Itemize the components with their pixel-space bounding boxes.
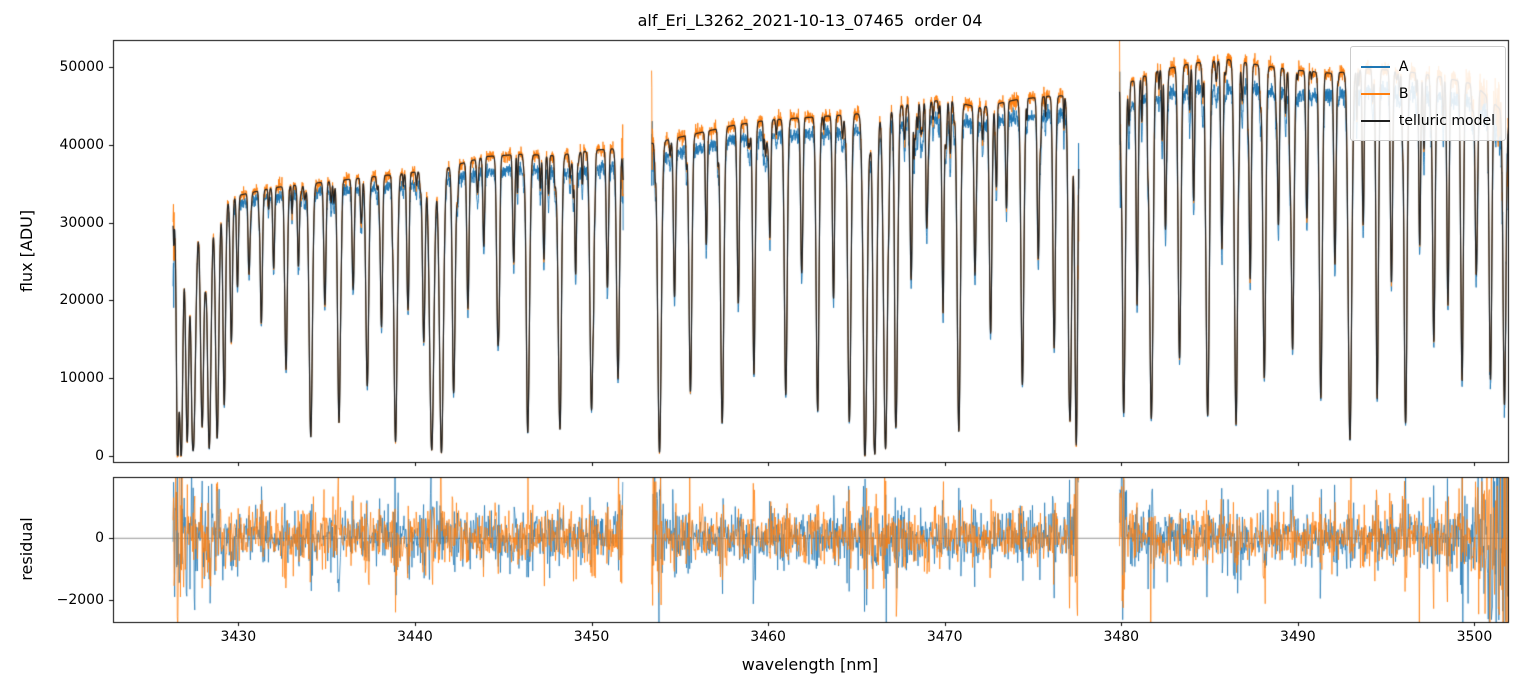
x-tick-label: 3440: [397, 629, 433, 645]
legend-label-a: A: [1398, 58, 1409, 75]
x-tick-label: 3500: [1456, 629, 1493, 645]
y-tick-label: 0: [95, 447, 104, 464]
y-tick-label: −2000: [56, 592, 104, 609]
legend: A B telluric model: [1349, 46, 1506, 141]
legend-item-a: A: [1360, 53, 1495, 80]
x-tick-label: 3490: [1280, 629, 1316, 645]
x-tick-label: 3430: [220, 629, 257, 645]
legend-swatch-a: [1360, 65, 1390, 68]
legend-item-b: B: [1360, 80, 1495, 107]
x-tick-label: 3450: [573, 629, 610, 645]
wavelength-axis-label: wavelength [nm]: [741, 655, 879, 674]
plot-title: alf_Eri_L3262_2021-10-13_07465 order 04: [637, 11, 983, 30]
x-tick-label: 3470: [926, 629, 963, 645]
y-tick-label: 10000: [59, 370, 104, 387]
legend-label-telluric-model: telluric model: [1398, 112, 1495, 129]
y-tick-label: 30000: [59, 214, 104, 231]
y-tick-label: 50000: [59, 59, 104, 76]
legend-item-telluric-model: telluric model: [1360, 107, 1495, 134]
legend-label-b: B: [1398, 85, 1409, 102]
y-tick-label: 0: [95, 529, 104, 546]
x-tick-label: 3480: [1103, 629, 1140, 645]
legend-swatch-telluric-model: [1360, 119, 1390, 122]
y-tick-label: 40000: [59, 136, 104, 153]
legend-swatch-b: [1360, 92, 1390, 95]
residual-axis-label: residual: [17, 517, 36, 581]
x-tick-label: 3460: [750, 629, 786, 645]
y-tick-label: 20000: [59, 292, 104, 309]
